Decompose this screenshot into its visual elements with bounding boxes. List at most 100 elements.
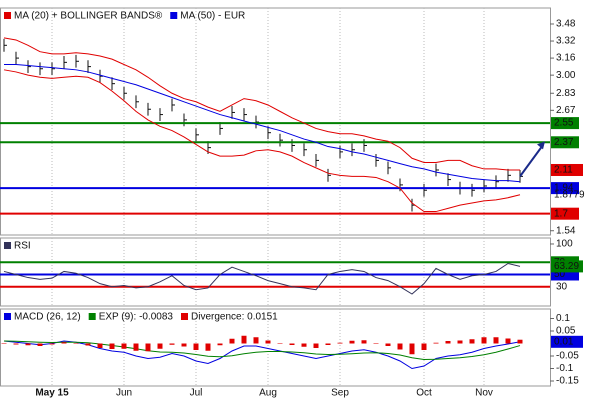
divergence-bar <box>85 343 91 346</box>
y-tick-label: 0.1 <box>556 313 570 324</box>
y-tick-label: 3.32 <box>556 36 576 47</box>
level-box <box>551 207 579 220</box>
x-tick-label: Nov <box>475 388 493 399</box>
divergence-bar <box>13 343 19 345</box>
divergence-bar <box>277 343 283 344</box>
series-line <box>3 262 521 295</box>
legend-label: MA (20) + BOLLINGER BANDS® <box>14 11 163 22</box>
level-label: 1.7 <box>554 208 568 219</box>
divergence-bar <box>1 343 7 344</box>
divergence-bar <box>313 343 319 348</box>
legend-swatch <box>4 242 11 249</box>
y-tick-label: 2.83 <box>556 88 576 99</box>
panel-frame <box>0 7 551 236</box>
level-label: 2.55 <box>554 118 574 129</box>
x-tick-label: Sep <box>331 388 349 399</box>
legend-label: EXP (9): -0.0083 <box>99 312 174 323</box>
divergence-bar <box>193 343 199 350</box>
divergence-bar <box>301 343 307 347</box>
level-box <box>551 182 579 195</box>
last-value-label: 1.8779 <box>554 189 585 200</box>
divergence-bar <box>61 342 67 344</box>
last-value-box <box>551 335 583 348</box>
divergence-bar <box>25 343 31 346</box>
y-tick-label: 2.67 <box>556 105 576 116</box>
divergence-bar <box>517 339 523 344</box>
level-label: 1.94 <box>554 183 574 194</box>
legend-swatch <box>170 12 178 19</box>
y-tick-label: 3.16 <box>556 53 576 64</box>
x-tick-label: May 15 <box>35 388 69 399</box>
divergence-bar <box>457 340 463 344</box>
divergence-bar <box>337 342 343 344</box>
series-line <box>3 37 520 171</box>
legend-label: MA (50) - EUR <box>180 11 245 22</box>
trend-arrowhead <box>537 141 545 150</box>
legend-label: RSI <box>14 241 31 252</box>
divergence-bar <box>469 339 475 344</box>
legend-swatch <box>181 313 188 320</box>
divergence-bar <box>109 343 115 349</box>
y-tick-label: 0.05 <box>556 326 576 337</box>
panel-frame <box>0 308 551 387</box>
divergence-bar <box>169 343 175 345</box>
divergence-bar <box>181 343 187 347</box>
divergence-bar <box>325 343 331 345</box>
level-label: 30 <box>556 281 568 292</box>
divergence-bar <box>349 340 355 344</box>
last-value-box <box>551 260 583 273</box>
series-line <box>3 340 521 361</box>
level-box <box>551 117 579 130</box>
divergence-bar <box>73 343 79 344</box>
y-tick-label: -0.15 <box>556 376 579 387</box>
level-label: 50 <box>554 269 566 280</box>
x-tick-label: Oct <box>416 388 432 399</box>
divergence-bar <box>229 338 235 344</box>
divergence-bar <box>373 343 379 344</box>
divergence-bar <box>289 343 295 345</box>
divergence-bar <box>397 343 403 350</box>
last-value-label: 0.01 <box>554 336 574 347</box>
x-tick-label: Aug <box>259 388 277 399</box>
divergence-bar <box>421 343 427 350</box>
divergence-bar <box>205 343 211 351</box>
y-tick-label: 3.48 <box>556 19 576 30</box>
legend-swatch <box>4 313 11 320</box>
y-tick-label: 1.54 <box>556 225 576 236</box>
divergence-bar <box>145 343 151 352</box>
y-tick-label: 100 <box>556 239 573 250</box>
last-value-box <box>551 163 583 176</box>
series-line <box>4 63 521 183</box>
y-tick-label: -0.1 <box>556 363 574 374</box>
trend-arrow <box>519 145 543 177</box>
legend-swatch <box>4 12 11 19</box>
series-line <box>3 69 521 213</box>
divergence-bar <box>505 338 511 344</box>
legend-swatch <box>88 313 96 320</box>
level-box <box>551 136 579 149</box>
divergence-bar <box>157 343 163 349</box>
divergence-bar <box>241 335 247 344</box>
divergence-bar <box>445 341 451 344</box>
divergence-bar <box>253 337 259 344</box>
divergence-bar <box>133 343 139 351</box>
divergence-bar <box>409 343 415 355</box>
divergence-bar <box>361 340 367 344</box>
last-value-label: 2.11 <box>554 165 573 176</box>
divergence-bar <box>217 343 223 346</box>
divergence-bar <box>37 343 43 346</box>
divergence-bar <box>265 340 271 344</box>
divergence-bar <box>49 343 55 345</box>
x-tick-label: Jul <box>190 388 203 399</box>
legend-label: Divergence: 0.0151 <box>191 312 278 323</box>
last-value-label: 63.29 <box>554 261 579 272</box>
legend-label: MACD (26, 12) <box>14 312 81 323</box>
divergence-bar <box>481 337 487 344</box>
divergence-bar <box>385 343 391 346</box>
divergence-bar <box>121 343 127 349</box>
y-tick-label: 3.00 <box>556 70 576 81</box>
x-tick-label: Jun <box>116 388 132 399</box>
level-label: 2.37 <box>554 137 574 148</box>
divergence-bar <box>433 342 439 344</box>
